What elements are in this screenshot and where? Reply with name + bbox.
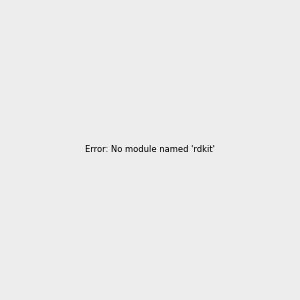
Text: Error: No module named 'rdkit': Error: No module named 'rdkit' (85, 146, 215, 154)
